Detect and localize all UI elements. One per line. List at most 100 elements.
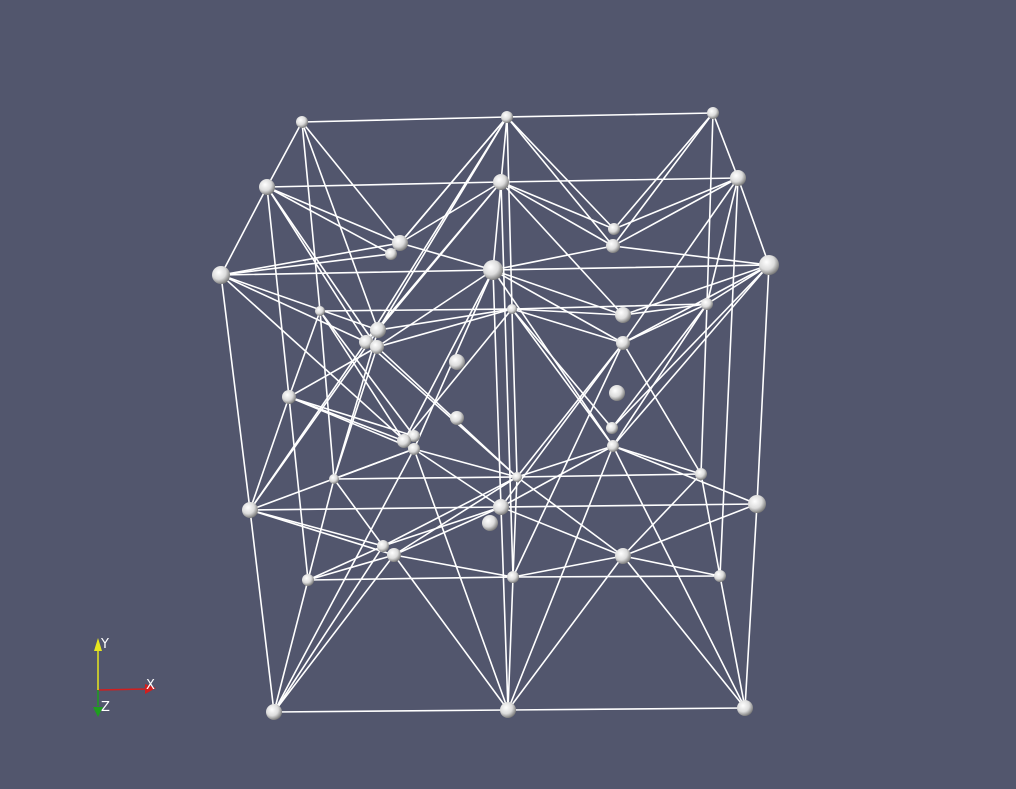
lattice-edge — [507, 707, 746, 711]
lattice-edge — [220, 253, 392, 276]
lattice-node — [707, 107, 719, 119]
lattice-edge — [266, 186, 401, 244]
lattice-edge — [301, 121, 321, 312]
lattice-edge — [507, 576, 514, 711]
lattice-edge — [500, 181, 614, 247]
lattice-edge — [622, 303, 708, 344]
lattice-edge — [622, 342, 702, 475]
lattice-edge — [249, 396, 290, 511]
lattice-edge — [706, 177, 739, 305]
lattice-edge — [500, 506, 509, 711]
lattice-edge — [307, 545, 384, 581]
lattice-edge — [511, 308, 518, 478]
lattice-node — [695, 468, 707, 480]
lattice-edge — [622, 555, 721, 577]
lattice-edge — [622, 555, 746, 709]
lattice-edge — [611, 303, 708, 429]
lattice-edge — [319, 310, 405, 442]
lattice-edge — [622, 503, 758, 557]
lattice-edge — [220, 274, 367, 343]
lattice-node — [606, 422, 618, 434]
lattice-node — [759, 255, 779, 275]
lattice-edge — [266, 186, 367, 343]
lattice-edge — [288, 396, 309, 581]
lattice-node — [259, 179, 275, 195]
lattice-node — [507, 304, 517, 314]
lattice-edge — [511, 308, 624, 344]
lattice-edge — [288, 310, 321, 398]
lattice-edge — [249, 506, 502, 511]
lattice-node — [512, 472, 522, 482]
lattice-edge — [319, 310, 335, 480]
lattice-edge — [273, 709, 509, 713]
lattice-node — [266, 704, 282, 720]
lattice-edge — [492, 245, 614, 271]
lattice-edge — [413, 448, 518, 478]
lattice-edge — [500, 181, 615, 230]
lattice-node — [701, 298, 713, 310]
lattice-edge — [492, 264, 770, 271]
lattice-edge — [413, 448, 502, 508]
lattice-edge — [492, 269, 624, 344]
lattice-edge — [700, 303, 708, 475]
lattice-node — [315, 306, 325, 316]
lattice-edge — [249, 509, 395, 556]
lattice-node — [408, 430, 420, 442]
lattice-edge — [516, 476, 624, 557]
lattice-node — [482, 515, 498, 531]
lattice-node — [329, 474, 339, 484]
lattice-edge — [319, 310, 415, 437]
lattice-edge — [622, 264, 770, 316]
lattice-node — [609, 385, 625, 401]
y-axis-arrow — [94, 638, 102, 651]
lattice-edge — [612, 245, 770, 266]
lattice-edge — [706, 264, 770, 305]
lattice-node — [370, 340, 384, 354]
lattice-node — [507, 571, 519, 583]
lattice-edge — [613, 177, 739, 230]
lattice-edge — [512, 575, 721, 578]
lattice-edge — [492, 269, 502, 508]
lattice-edge — [492, 181, 502, 271]
lattice-edge — [622, 473, 702, 557]
lattice-edge — [613, 112, 714, 230]
lattice-node — [737, 700, 753, 716]
lattice-node — [493, 499, 509, 515]
lattice-edge — [301, 116, 508, 123]
lattice-edge — [365, 181, 502, 343]
lattice-node — [377, 540, 389, 552]
lattice-edge — [365, 116, 508, 343]
lattice-edge — [249, 509, 384, 547]
lattice-node — [606, 239, 620, 253]
lattice-edge — [249, 509, 275, 713]
lattice-edge — [399, 242, 494, 271]
lattice-edge — [220, 242, 401, 276]
lattice-edge — [393, 554, 514, 578]
lattice-node — [296, 116, 308, 128]
lattice-node — [493, 174, 509, 190]
lattice-edge — [333, 478, 384, 547]
lattice-node — [615, 548, 631, 564]
lattice-edge — [492, 269, 614, 447]
lattice-node — [242, 502, 258, 518]
lattice-edge — [393, 506, 502, 556]
lattice-edge — [500, 506, 624, 557]
lattice-edge — [220, 274, 379, 331]
orientation-axes: X Y Z — [93, 637, 156, 717]
lattice-edge — [712, 112, 739, 179]
lattice-edge — [333, 448, 415, 480]
lattice-node — [302, 574, 314, 586]
lattice-edge — [399, 181, 502, 244]
lattice-edge — [249, 341, 367, 511]
lattice-edge — [500, 503, 758, 508]
lattice-edge — [511, 303, 708, 310]
lattice-node — [450, 411, 464, 425]
lattice-edge — [273, 545, 384, 713]
lattice-edge — [365, 341, 518, 478]
lattice-edge — [273, 554, 395, 713]
lattice-edge — [288, 346, 378, 398]
lattice-edge — [612, 112, 714, 247]
lattice-nodes — [212, 107, 779, 720]
lattice-edge — [393, 554, 509, 711]
